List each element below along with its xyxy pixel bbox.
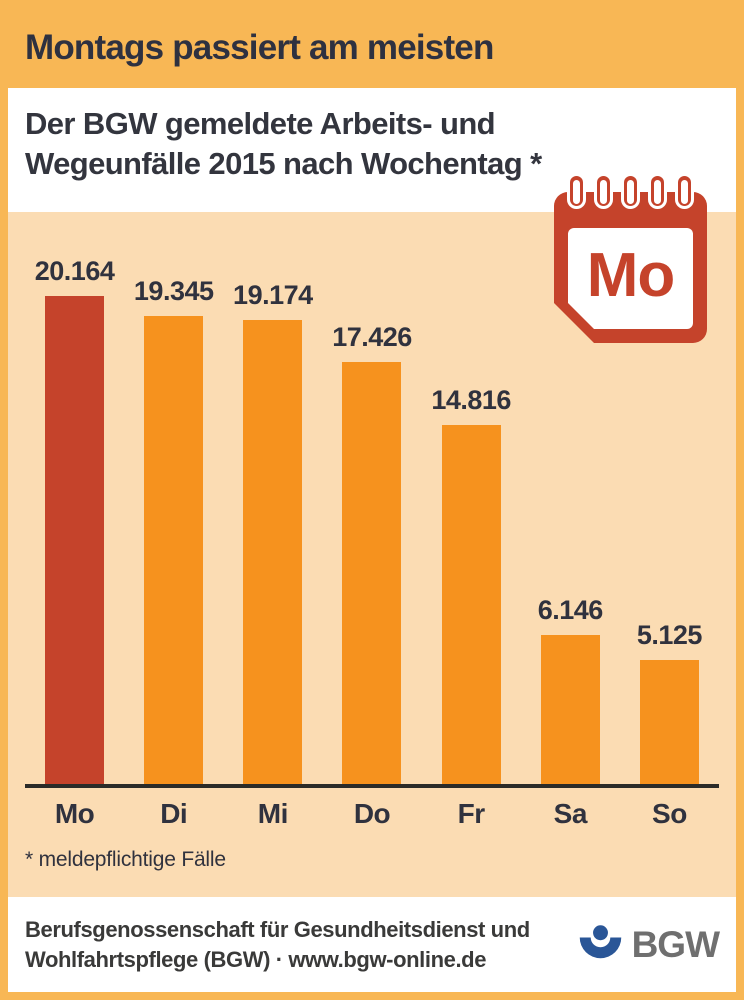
calendar-page: Mo (568, 228, 693, 329)
footer-line-2: Wohlfahrtspflege (BGW) · www.bgw-online.… (25, 946, 487, 972)
bar-value-label-mi: 19.174 (233, 280, 313, 310)
calendar-rings (554, 173, 707, 209)
bar-value-label-fr: 14.816 (431, 385, 511, 415)
chart-columns: 20.164 19.345 19.174 17.426 14.816 6.146 5.125 (25, 212, 719, 784)
x-axis-label-fr: Fr (457, 798, 486, 829)
x-axis-labels: Mo Di Mi Do Fr Sa So (25, 792, 719, 830)
calendar-icon: Mo (554, 173, 707, 343)
calendar-ring (648, 173, 667, 209)
chart-column-fr: 14.816 (422, 385, 521, 784)
chart-column-do: 17.426 (322, 322, 421, 784)
footer-text: Berufsgenossenschaft für Gesundheitsdien… (25, 915, 530, 973)
bar-value-label-do: 17.426 (332, 322, 412, 352)
calendar-body: Mo (554, 192, 707, 343)
footer-band: Berufsgenossenschaft für Gesundheitsdien… (8, 897, 736, 992)
bar-di (144, 316, 204, 784)
footnote: * meldepflichtige Fälle (25, 848, 226, 871)
bar-mi (243, 320, 303, 784)
page-title: Montags passiert am meisten (25, 28, 494, 67)
x-axis-label-mi: Mi (257, 798, 289, 829)
calendar-ring (675, 173, 694, 209)
bar-sa (540, 635, 600, 784)
calendar-day-label: Mo (586, 241, 676, 310)
x-axis-label-do: Do (353, 798, 391, 829)
x-axis-label-so: So (652, 798, 687, 829)
bar-value-label-so: 5.125 (636, 620, 703, 650)
bar-value-label-sa: 6.146 (537, 595, 604, 625)
calendar-ring (594, 173, 613, 209)
header-band: Montags passiert am meisten (8, 8, 736, 88)
calendar-ring (621, 173, 640, 209)
chart-column-sa: 6.146 (521, 595, 620, 784)
subtitle-line-2: Wegeunfälle 2015 nach Wochentag * (25, 146, 542, 182)
bar-do (342, 362, 402, 784)
chart-column-mi: 19.174 (223, 280, 322, 784)
x-axis-label-mo: Mo (54, 798, 95, 829)
bar-so (639, 660, 699, 784)
bgw-logo-icon (579, 925, 621, 959)
footer-line-1: Berufsgenossenschaft für Gesundheitsdien… (25, 917, 530, 943)
x-axis-label-sa: Sa (553, 798, 588, 829)
chart-column-mo: 20.164 (25, 256, 124, 784)
x-axis-line (25, 784, 719, 788)
bgw-logo-text: BGW (631, 923, 720, 965)
chart-column-di: 19.345 (124, 276, 223, 784)
bgw-logo: BGW (577, 923, 720, 966)
chart-area: Mo 20.164 19.345 19.174 17.426 14.816 6.146 5.… (8, 173, 736, 897)
subtitle-line-1: Der BGW gemeldete Arbeits- und (25, 106, 496, 141)
subtitle-band: Der BGW gemeldete Arbeits- und Wegeunfäl… (8, 88, 736, 212)
bar-value-label-di: 19.345 (133, 276, 214, 306)
chart-column-so: 5.125 (620, 620, 719, 784)
x-axis-label-di: Di (160, 798, 188, 829)
bar-mo (45, 296, 105, 784)
bar-fr (441, 425, 501, 784)
calendar-ring (567, 173, 586, 209)
bar-value-label-mo: 20.164 (34, 256, 115, 286)
